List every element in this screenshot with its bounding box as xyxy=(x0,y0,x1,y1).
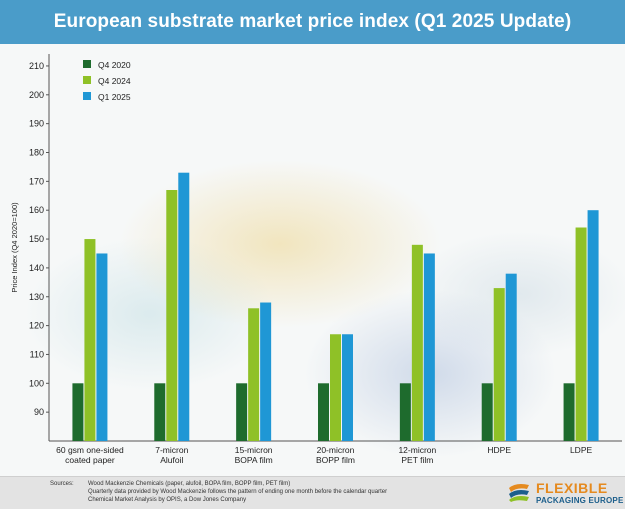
bar-q4-2020 xyxy=(481,383,493,441)
bar-chart: 90 100 110 120 130 140 150 160 170 180 190 200 210 Pr… xyxy=(10,54,622,465)
bar-q4-2020 xyxy=(563,383,575,441)
bar-q1-2025 xyxy=(587,210,599,441)
x-category-label: LDPE xyxy=(570,445,593,455)
bar-q4-2024 xyxy=(166,190,178,441)
bar-q1-2025 xyxy=(342,334,353,441)
bar-q4-2020 xyxy=(318,383,329,441)
source-line: Quarterly data provided by Wood Mackenzi… xyxy=(88,489,388,495)
y-tick-label: 160 xyxy=(29,205,44,215)
legend-label: Q1 2025 xyxy=(98,92,131,102)
legend-label: Q4 2024 xyxy=(98,76,131,86)
x-category-label: PET film xyxy=(401,455,433,465)
bar-q1-2025 xyxy=(505,273,517,441)
y-tick-label: 140 xyxy=(29,263,44,273)
bar-q1-2025 xyxy=(96,253,108,441)
bar-q4-2020 xyxy=(154,383,166,441)
bar-q4-2024 xyxy=(575,227,587,441)
legend-swatch xyxy=(83,76,91,84)
y-tick-label: 210 xyxy=(29,61,44,71)
flexible-packaging-logo-icon xyxy=(509,484,529,502)
bar-q4-2024 xyxy=(248,308,260,441)
legend-label: Q4 2020 xyxy=(98,60,131,70)
x-category-label: 60 gsm one-sided xyxy=(56,445,124,455)
footer: Sources: Wood Mackenzie Chemicals (paper… xyxy=(0,476,625,509)
bar-q1-2025 xyxy=(178,172,190,441)
source-line: Chemical Market Analysis by OPIS, a Dow … xyxy=(88,497,247,503)
bar-q1-2025 xyxy=(260,302,272,441)
bar-q4-2024 xyxy=(493,288,505,441)
x-category-label: 15-micron xyxy=(235,445,273,455)
logo-tagline: PACKAGING EUROPE xyxy=(536,496,624,505)
bar-q1-2025 xyxy=(423,253,435,441)
x-category-label: Alufoil xyxy=(160,455,183,465)
x-category-label: BOPA film xyxy=(235,455,273,465)
y-tick-label: 100 xyxy=(29,378,44,388)
chart-title: European substrate market price index (Q… xyxy=(53,11,572,32)
x-category-label: 12-micron xyxy=(398,445,436,455)
y-tick-label: 200 xyxy=(29,90,44,100)
y-tick-label: 120 xyxy=(29,321,44,331)
bar-q4-2024 xyxy=(84,239,96,441)
bar-q4-2024 xyxy=(411,244,423,441)
title-bar: European substrate market price index (Q… xyxy=(0,0,625,44)
x-category-label: BOPP film xyxy=(316,455,355,465)
y-tick-label: 180 xyxy=(29,148,44,158)
bar-q4-2024 xyxy=(330,334,341,441)
source-line: Wood Mackenzie Chemicals (paper, alufoil… xyxy=(88,481,291,487)
y-axis-label: Price Index (Q4 2020=100) xyxy=(10,202,19,293)
y-tick-label: 90 xyxy=(34,407,44,417)
legend-swatch xyxy=(83,60,91,68)
logo-wordmark: FLEXIBLE xyxy=(536,480,608,496)
bar-q4-2020 xyxy=(399,383,411,441)
y-tick-label: 110 xyxy=(30,349,44,359)
x-category-label: 7-micron xyxy=(155,445,188,455)
y-tick-label: 190 xyxy=(29,119,44,129)
x-category-label: 20-micron xyxy=(317,445,355,455)
bar-q4-2020 xyxy=(72,383,84,441)
bar-q4-2020 xyxy=(236,383,248,441)
sources-label: Sources: xyxy=(50,481,74,487)
y-tick-label: 170 xyxy=(29,176,44,186)
x-category-label: HDPE xyxy=(487,445,511,455)
legend-swatch xyxy=(83,92,91,100)
y-tick-label: 130 xyxy=(29,292,44,302)
x-category-label: coated paper xyxy=(65,455,115,465)
y-tick-label: 150 xyxy=(29,234,44,244)
